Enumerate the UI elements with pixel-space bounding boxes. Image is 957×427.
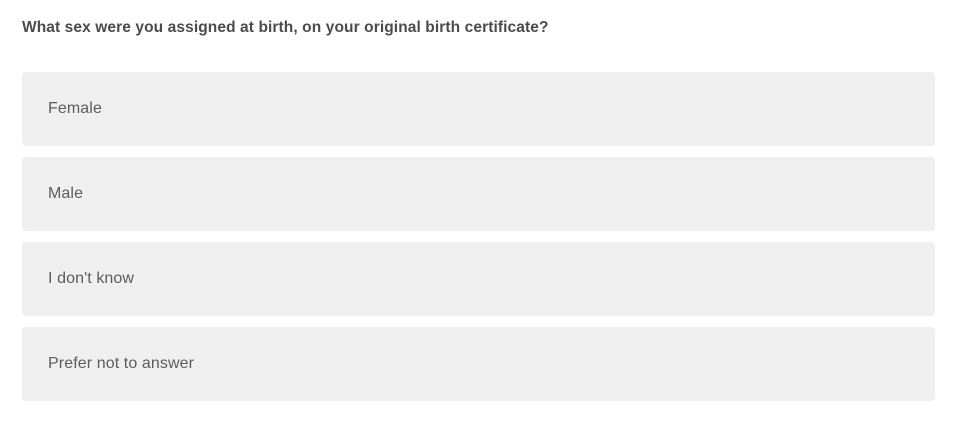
option-label: Male bbox=[48, 185, 84, 202]
page-title: What sex were you assigned at birth, on … bbox=[22, 19, 549, 36]
option-female[interactable]: Female bbox=[22, 72, 935, 146]
option-label: Female bbox=[48, 100, 102, 117]
option-i-dont-know[interactable]: I don't know bbox=[22, 242, 935, 316]
option-label: Prefer not to answer bbox=[48, 355, 195, 372]
answer-options-list: Female Male I don't know Prefer not to a… bbox=[22, 72, 935, 401]
option-prefer-not-to-answer[interactable]: Prefer not to answer bbox=[22, 327, 935, 401]
option-label: I don't know bbox=[48, 270, 135, 287]
option-male[interactable]: Male bbox=[22, 157, 935, 231]
